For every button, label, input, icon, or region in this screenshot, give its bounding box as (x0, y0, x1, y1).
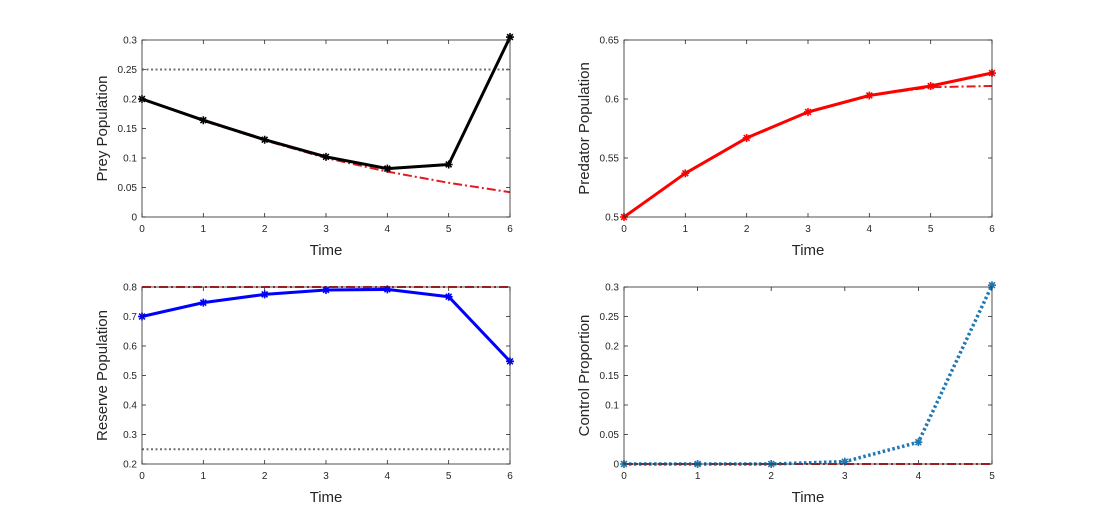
y-axis-label: Reserve Population (94, 310, 111, 441)
x-tick-label: 6 (507, 471, 513, 482)
data-point-marker (383, 285, 392, 294)
x-tick-label: 1 (201, 471, 207, 482)
data-point-marker (914, 438, 923, 447)
x-tick-label: 6 (507, 224, 513, 235)
x-tick-label: 4 (867, 224, 873, 235)
x-tick-label: 3 (323, 471, 329, 482)
y-tick-label: 0.5 (123, 371, 137, 382)
axes-frame (141, 286, 511, 465)
data-point-marker (840, 457, 849, 466)
axes-frame (623, 286, 993, 465)
data-point-marker (742, 133, 751, 142)
y-tick-label: 0.6 (605, 95, 619, 106)
data-point-marker (260, 290, 269, 299)
x-tick-label: 5 (928, 224, 934, 235)
y-tick-label: 0.3 (123, 36, 137, 47)
control-proportion-chart: 0 1 2 3 4 5 0 0.05 0.1 0.15 0.2 0.25 0.3 Time Control … (576, 281, 996, 506)
y-axis-label: Control Proportion (576, 315, 593, 437)
x-axis-label: Time (792, 242, 825, 259)
x-axis-label: Time (792, 489, 825, 506)
data-point-marker (865, 91, 874, 100)
y-tick-label: 0.05 (118, 183, 138, 194)
series-line-control (624, 284, 994, 466)
data-point-marker (506, 33, 514, 42)
y-tick-label: 0.7 (123, 312, 137, 323)
x-tick-label: 1 (695, 471, 701, 482)
x-tick-label: 5 (446, 224, 452, 235)
y-tick-label: 0 (131, 213, 137, 224)
x-tick-label: 3 (842, 471, 848, 482)
y-tick-label: 0.2 (123, 95, 137, 106)
y-tick-label: 0.25 (600, 312, 620, 323)
y-tick-label: 0.15 (118, 124, 138, 135)
y-tick-label: 0.65 (600, 36, 620, 47)
x-axis-label: Time (310, 489, 343, 506)
series-line-uncontrolled (623, 85, 993, 218)
x-tick-label: 0 (139, 471, 145, 482)
y-tick-label: 0.4 (123, 401, 137, 412)
x-tick-label: 2 (262, 471, 268, 482)
x-tick-label: 2 (744, 224, 750, 235)
data-point-marker (444, 160, 453, 169)
predator-population-chart: 0 1 2 3 4 5 6 0.5 0.55 0.6 0.65 Time Predator Popula… (576, 36, 996, 259)
x-tick-label: 0 (621, 224, 627, 235)
x-tick-label: 1 (201, 224, 207, 235)
series-line-controlled (141, 287, 512, 363)
data-point-marker (383, 164, 392, 173)
data-point-marker (199, 298, 208, 307)
data-point-marker (322, 285, 330, 294)
y-tick-label: 0.6 (123, 342, 137, 353)
y-tick-label: 0.05 (600, 430, 620, 441)
data-point-marker (322, 152, 330, 161)
y-tick-label: 0.3 (605, 283, 619, 294)
series-line-controlled (623, 71, 993, 219)
x-tick-label: 3 (805, 224, 811, 235)
x-tick-label: 0 (139, 224, 145, 235)
data-point-marker (199, 116, 208, 125)
y-tick-label: 0.55 (600, 154, 620, 165)
y-tick-label: 0.2 (123, 460, 137, 471)
data-point-marker (444, 292, 453, 301)
series-line-uncontrolled (141, 98, 511, 194)
x-tick-label: 4 (385, 224, 391, 235)
data-point-marker (260, 135, 269, 144)
prey-population-chart: 0 1 2 3 4 5 6 0 0.05 0.1 0.15 0.2 0.25 0.3 Time Prey Po… (94, 33, 514, 259)
y-tick-label: 0.15 (600, 371, 620, 382)
x-tick-label: 2 (768, 471, 774, 482)
x-tick-label: 2 (262, 224, 268, 235)
x-tick-label: 1 (683, 224, 689, 235)
x-tick-label: 0 (621, 471, 627, 482)
y-axis-label: Predator Population (576, 62, 593, 195)
x-tick-label: 6 (989, 224, 995, 235)
x-tick-label: 3 (323, 224, 329, 235)
data-point-marker (926, 82, 935, 91)
data-point-marker (804, 107, 812, 116)
y-tick-label: 0.2 (605, 342, 619, 353)
y-tick-label: 0 (613, 460, 619, 471)
axes-frame (141, 39, 511, 218)
y-tick-label: 0.3 (123, 430, 137, 441)
x-tick-label: 5 (446, 471, 452, 482)
x-axis-label: Time (310, 242, 343, 259)
data-point-marker (681, 169, 690, 178)
x-tick-label: 5 (989, 471, 995, 482)
y-tick-label: 0.8 (123, 283, 137, 294)
y-axis-label: Prey Population (94, 76, 111, 182)
y-tick-label: 0.1 (605, 401, 619, 412)
axes-frame (623, 39, 993, 218)
y-tick-label: 0.1 (123, 154, 137, 165)
y-tick-label: 0.5 (605, 213, 619, 224)
data-point-marker (988, 281, 996, 290)
x-tick-label: 4 (916, 471, 922, 482)
reserve-population-chart: 0 1 2 3 4 5 6 0.2 0.3 0.4 0.5 0.6 0.7 0.8 Time Reserve … (94, 283, 514, 506)
y-tick-label: 0.25 (118, 65, 138, 76)
series-line-controlled (141, 36, 512, 171)
x-tick-label: 4 (385, 471, 391, 482)
